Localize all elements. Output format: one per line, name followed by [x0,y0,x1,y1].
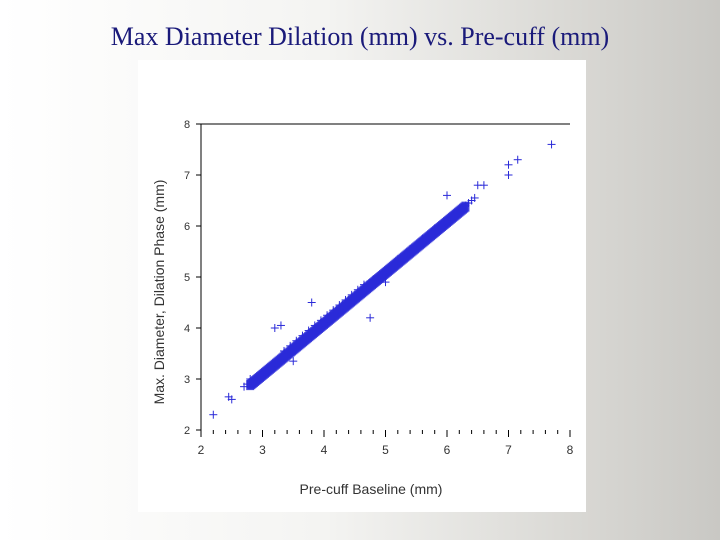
y-tick-label: 4 [184,323,190,335]
data-point [227,395,236,404]
data-point [547,140,556,149]
x-axis-label: Pre-cuff Baseline (mm) [300,481,443,497]
y-tick-label: 2 [184,425,190,437]
y-tick-label: 8 [184,119,190,131]
data-point [470,193,479,202]
data-point [366,313,375,322]
data-point [479,181,488,190]
y-tick-label: 7 [184,170,190,182]
x-tick-label: 7 [505,443,512,457]
dense-point-cluster [461,201,470,212]
x-axis-ticks: 2 3 4 5 6 7 8 [198,430,574,457]
x-tick-label: 2 [198,443,205,457]
data-point [270,324,279,332]
x-tick-label: 4 [321,443,328,457]
y-tick-label: 6 [184,221,190,233]
data-point [504,171,513,179]
plot-panel: 2 3 4 5 6 7 8 2 3 4 5 6 7 8 Pre-cuff Baseline (mm) M… [138,60,586,512]
data-points [209,140,556,419]
y-axis-label: Max. Diameter, Dilation Phase (mm) [151,180,167,405]
x-tick-label: 5 [382,443,389,457]
data-point [307,298,316,307]
scatter-chart: 2 3 4 5 6 7 8 2 3 4 5 6 7 8 Pre-cuff Baseline (mm) M… [151,119,574,497]
data-point [276,321,285,330]
x-tick-label: 8 [567,443,574,457]
y-tick-label: 3 [184,374,190,386]
data-point [209,410,218,419]
y-tick-label: 5 [184,272,190,284]
data-point [504,160,513,169]
x-tick-label: 6 [444,443,451,457]
data-point [443,191,451,200]
slide-title: Max Diameter Dilation (mm) vs. Pre-cuff … [110,22,610,51]
data-point [513,155,522,164]
y-axis-ticks: 2 3 4 5 6 7 8 [184,119,201,437]
data-point [289,357,298,366]
x-tick-label: 3 [259,443,266,457]
